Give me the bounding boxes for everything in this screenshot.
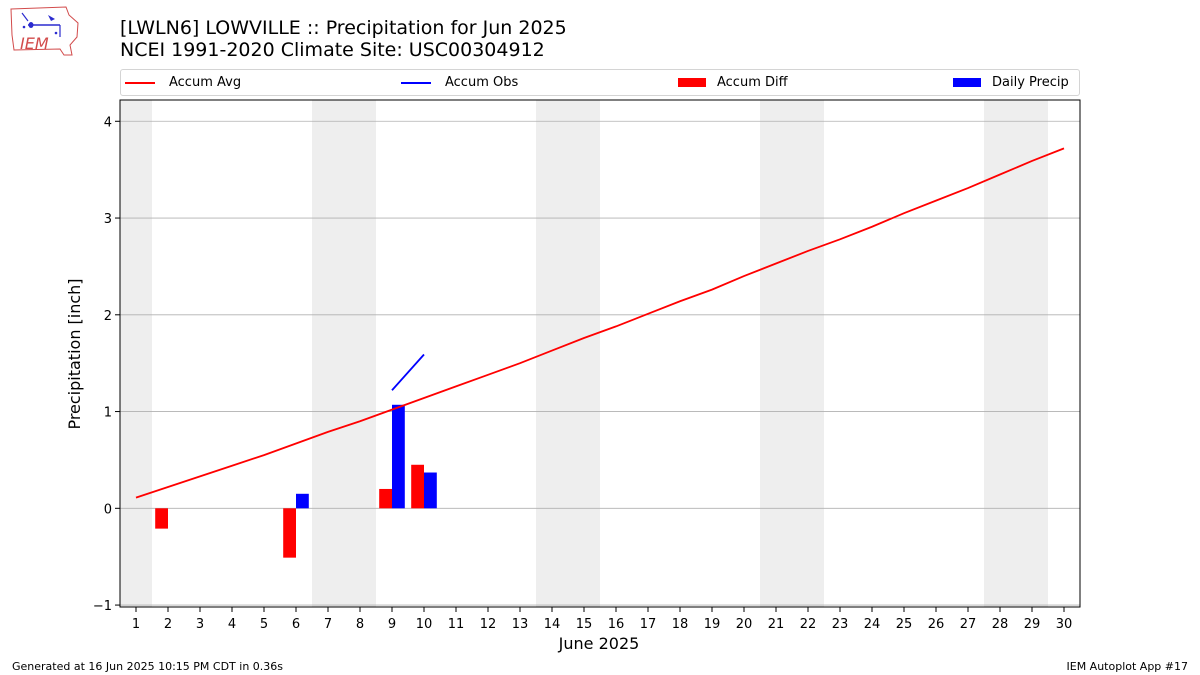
- logo-text: IEM: [20, 34, 49, 53]
- y-axis-label: Precipitation [inch]: [65, 278, 84, 429]
- x-tick-label: 3: [196, 617, 204, 632]
- x-tick-label: 20: [736, 617, 753, 632]
- weekend-band: [312, 100, 376, 607]
- accum-obs-line: [391, 353, 425, 391]
- daily-precip-bar: [424, 472, 437, 509]
- legend-item-accum-avg: Accum Avg: [125, 70, 241, 95]
- x-tick-label: 29: [1024, 617, 1041, 632]
- chart-subtitle: NCEI 1991-2020 Climate Site: USC00304912: [120, 39, 545, 61]
- weekend-band: [760, 100, 824, 607]
- legend-swatch-daily-precip: [953, 78, 981, 87]
- x-tick-label: 24: [864, 617, 881, 632]
- x-tick-label: 19: [704, 617, 721, 632]
- y-tick-label: 1: [104, 406, 112, 421]
- x-tick-label: 5: [260, 617, 268, 632]
- x-tick-label: 1: [132, 617, 140, 632]
- chart-title-line1: [LWLN6] LOWVILLE :: Precipitation for Ju…: [120, 17, 567, 39]
- weekend-band: [984, 100, 1048, 607]
- x-tick-label: 27: [960, 617, 977, 632]
- legend-label: Accum Avg: [169, 75, 242, 90]
- x-tick-label: 23: [832, 617, 849, 632]
- legend-item-accum-diff: Accum Diff: [678, 70, 788, 95]
- x-tick-label: 9: [388, 617, 396, 632]
- y-tick-label: 2: [104, 309, 112, 324]
- y-tick-label: −1: [93, 599, 112, 614]
- legend-label: Accum Diff: [717, 75, 788, 90]
- x-tick-label: 14: [544, 617, 561, 632]
- legend-swatch-accum-diff: [678, 78, 706, 87]
- x-tick-label: 25: [896, 617, 913, 632]
- y-tick-label: 0: [104, 502, 112, 517]
- daily-precip-bar: [296, 493, 309, 509]
- chart-legend: Accum Avg Accum Obs Accum Diff Daily Pre…: [120, 69, 1080, 96]
- x-tick-label: 13: [512, 617, 529, 632]
- accum-diff-bar: [155, 508, 168, 529]
- chart-title: [LWLN6] LOWVILLE :: Precipitation for Ju…: [120, 17, 567, 61]
- iem-logo: IEM: [8, 5, 82, 59]
- legend-swatch-accum-avg: [125, 81, 155, 84]
- x-axis-label: June 2025: [558, 634, 640, 653]
- daily-precip-bar: [392, 404, 405, 509]
- x-tick-label: 7: [324, 617, 332, 632]
- x-tick-label: 6: [292, 617, 300, 632]
- legend-label: Daily Precip: [992, 75, 1069, 90]
- y-tick-label: 3: [104, 212, 112, 227]
- x-tick-label: 2: [164, 617, 172, 632]
- plot-frame: [119, 99, 1081, 608]
- legend-item-accum-obs: Accum Obs: [401, 70, 518, 95]
- footer-generated: Generated at 16 Jun 2025 10:15 PM CDT in…: [12, 660, 284, 673]
- x-tick-label: 22: [800, 617, 817, 632]
- iowa-map-icon: IEM: [10, 6, 79, 56]
- accum-avg-line: [135, 147, 1065, 499]
- x-tick-label: 28: [992, 617, 1009, 632]
- weekend-band: [120, 100, 152, 607]
- x-tick-label: 16: [608, 617, 625, 632]
- legend-label: Accum Obs: [445, 75, 519, 90]
- x-tick-label: 4: [228, 617, 236, 632]
- footer-app: IEM Autoplot App #17: [1066, 660, 1189, 673]
- accum-diff-bar: [283, 508, 296, 558]
- x-tick-label: 17: [640, 617, 657, 632]
- x-tick-label: 21: [768, 617, 785, 632]
- x-tick-label: 10: [416, 617, 433, 632]
- x-tick-label: 15: [576, 617, 593, 632]
- legend-swatch-accum-obs: [401, 81, 431, 84]
- legend-item-daily-precip: Daily Precip: [953, 70, 1069, 95]
- x-tick-label: 11: [448, 617, 465, 632]
- x-tick-label: 30: [1056, 617, 1073, 632]
- x-tick-label: 18: [672, 617, 689, 632]
- x-tick-label: 26: [928, 617, 945, 632]
- y-tick-label: 4: [104, 115, 112, 130]
- accum-diff-bar: [379, 488, 392, 509]
- x-tick-label: 8: [356, 617, 364, 632]
- x-tick-label: 12: [480, 617, 497, 632]
- accum-diff-bar: [411, 464, 424, 509]
